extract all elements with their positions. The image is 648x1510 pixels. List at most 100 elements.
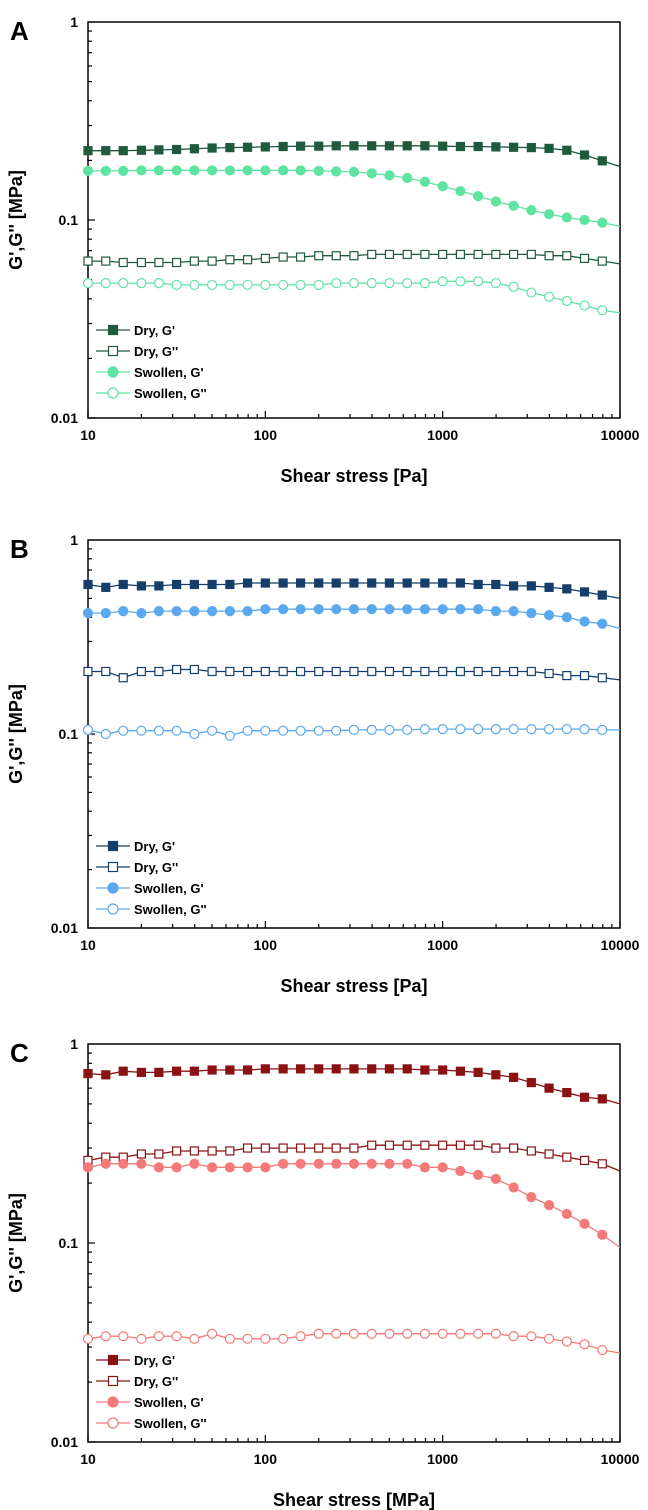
y-axis-title: G',G'' [MPa] bbox=[6, 1193, 26, 1293]
data-point bbox=[509, 1072, 519, 1082]
data-point bbox=[100, 278, 111, 289]
legend-item: Swollen, G' bbox=[96, 365, 204, 380]
data-point bbox=[473, 579, 483, 590]
data-point bbox=[366, 724, 377, 735]
data-point bbox=[101, 666, 111, 677]
data-point bbox=[331, 141, 341, 151]
data-point bbox=[544, 251, 554, 261]
data-point bbox=[278, 1158, 289, 1169]
data-point bbox=[348, 278, 360, 289]
data-point bbox=[260, 165, 271, 176]
legend-marker bbox=[107, 366, 119, 378]
data-point bbox=[420, 141, 430, 151]
data-point bbox=[562, 251, 572, 261]
data-point bbox=[224, 1162, 235, 1173]
data-point bbox=[224, 1333, 235, 1344]
data-point bbox=[225, 1146, 235, 1156]
data-point bbox=[437, 604, 448, 615]
data-point bbox=[508, 723, 519, 735]
data-point bbox=[224, 279, 235, 291]
data-point bbox=[455, 1328, 466, 1339]
data-point bbox=[154, 581, 164, 591]
data-point bbox=[402, 278, 413, 289]
data-point bbox=[597, 256, 607, 266]
data-point bbox=[313, 725, 324, 736]
x-tick-label: 10000 bbox=[601, 427, 640, 443]
data-point bbox=[136, 581, 146, 591]
data-point bbox=[101, 146, 111, 156]
data-point bbox=[314, 1143, 324, 1153]
data-point bbox=[260, 279, 271, 291]
data-point bbox=[136, 1067, 146, 1077]
data-point bbox=[172, 664, 182, 675]
data-point bbox=[543, 1333, 555, 1344]
data-point bbox=[579, 1339, 590, 1350]
data-point bbox=[349, 666, 359, 677]
legend-item: Dry, G'' bbox=[96, 344, 178, 359]
data-point bbox=[136, 1158, 147, 1169]
data-point bbox=[597, 724, 608, 735]
data-point bbox=[402, 666, 412, 677]
data-point bbox=[136, 666, 146, 677]
data-point bbox=[224, 606, 235, 617]
data-point bbox=[349, 141, 359, 151]
data-point bbox=[597, 590, 607, 600]
data-point bbox=[384, 666, 395, 677]
data-point bbox=[207, 1146, 217, 1156]
data-point bbox=[438, 1140, 448, 1150]
data-point bbox=[455, 249, 466, 260]
data-point bbox=[118, 725, 129, 736]
x-tick-label: 100 bbox=[254, 1451, 278, 1467]
data-point bbox=[189, 1146, 199, 1156]
data-point bbox=[384, 141, 395, 151]
data-point bbox=[561, 1208, 572, 1220]
data-point bbox=[473, 723, 484, 735]
data-point bbox=[579, 587, 590, 597]
data-point bbox=[348, 1328, 360, 1339]
data-point bbox=[437, 276, 448, 287]
y-tick-label: 1 bbox=[70, 1036, 78, 1052]
data-point bbox=[172, 257, 182, 268]
data-point bbox=[561, 1336, 572, 1347]
legend-label: Swollen, G'' bbox=[134, 1416, 207, 1431]
data-point bbox=[82, 1162, 94, 1173]
data-point bbox=[101, 582, 111, 592]
data-point bbox=[579, 723, 590, 735]
data-point bbox=[118, 257, 128, 268]
data-point bbox=[419, 1328, 431, 1339]
data-point bbox=[172, 1066, 182, 1076]
data-point bbox=[455, 666, 466, 677]
series-line bbox=[87, 1068, 621, 1105]
data-point bbox=[101, 256, 111, 266]
data-point bbox=[491, 666, 501, 677]
data-point bbox=[543, 1200, 555, 1211]
series-4 bbox=[82, 1328, 621, 1356]
data-point bbox=[295, 1158, 306, 1169]
data-point bbox=[402, 141, 412, 151]
data-point bbox=[136, 607, 147, 619]
data-point bbox=[455, 723, 466, 735]
data-point bbox=[331, 666, 341, 677]
data-point bbox=[508, 281, 519, 292]
data-point bbox=[438, 249, 448, 260]
data-point bbox=[526, 205, 537, 216]
data-point bbox=[171, 1331, 182, 1342]
legend-item: Dry, G'' bbox=[96, 860, 178, 875]
data-point bbox=[402, 249, 412, 260]
series-3 bbox=[82, 165, 621, 228]
data-point bbox=[402, 172, 413, 184]
legend: Dry, G' Dry, G'' Swollen, G' Swollen, G'' bbox=[96, 1353, 207, 1431]
data-point bbox=[314, 578, 324, 588]
x-axis-title: Shear stress [Pa] bbox=[280, 976, 427, 996]
data-point bbox=[367, 1140, 377, 1150]
data-point bbox=[526, 287, 537, 298]
legend-label: Dry, G'' bbox=[134, 860, 178, 875]
data-point bbox=[367, 141, 377, 151]
data-point bbox=[278, 141, 288, 152]
data-point bbox=[278, 279, 289, 291]
data-point bbox=[579, 671, 590, 681]
legend-label: Swollen, G' bbox=[134, 365, 204, 380]
data-point bbox=[225, 143, 235, 153]
data-point bbox=[295, 141, 306, 151]
x-tick-label: 1000 bbox=[427, 1451, 458, 1467]
